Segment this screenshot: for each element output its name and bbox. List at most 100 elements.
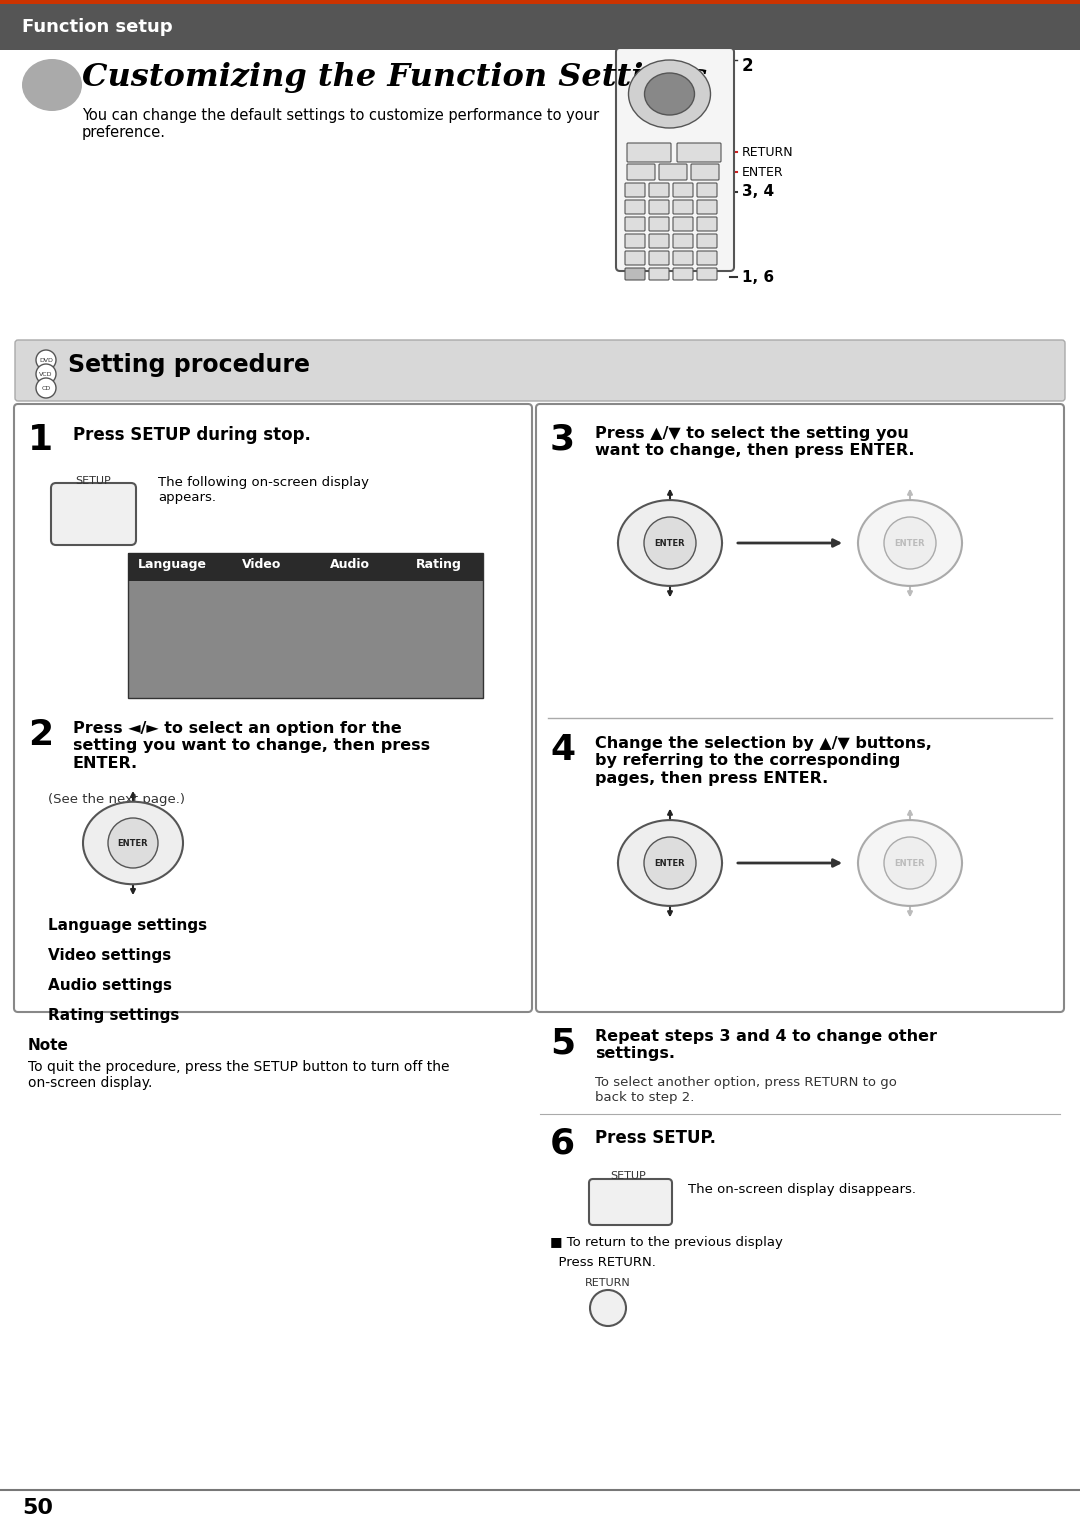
FancyBboxPatch shape: [589, 1180, 672, 1225]
FancyBboxPatch shape: [697, 200, 717, 213]
Text: Function setup: Function setup: [22, 18, 173, 37]
Text: 4: 4: [550, 733, 576, 767]
Circle shape: [644, 517, 696, 568]
Text: Rating: Rating: [416, 558, 461, 572]
Circle shape: [36, 378, 56, 398]
FancyBboxPatch shape: [673, 251, 693, 265]
Circle shape: [885, 517, 936, 568]
Text: Change the selection by ▲/▼ buttons,
by referring to the corresponding
pages, th: Change the selection by ▲/▼ buttons, by …: [595, 736, 932, 786]
Text: 50: 50: [22, 1498, 53, 1518]
Ellipse shape: [22, 59, 82, 111]
Ellipse shape: [618, 500, 723, 585]
FancyBboxPatch shape: [616, 47, 734, 271]
Text: (See the next page.): (See the next page.): [48, 792, 185, 806]
FancyBboxPatch shape: [536, 404, 1064, 1012]
Text: DVD: DVD: [39, 358, 53, 363]
Text: Press RETURN.: Press RETURN.: [550, 1256, 656, 1269]
FancyBboxPatch shape: [625, 251, 645, 265]
FancyBboxPatch shape: [649, 200, 669, 213]
Text: Video: Video: [242, 558, 281, 572]
Text: 3, 4: 3, 4: [742, 184, 774, 200]
Text: Rating settings: Rating settings: [48, 1007, 179, 1023]
Text: 3: 3: [550, 424, 576, 457]
Text: Audio: Audio: [329, 558, 369, 572]
Text: 2: 2: [28, 718, 53, 751]
Text: SETUP: SETUP: [76, 475, 111, 486]
Text: To select another option, press RETURN to go
back to step 2.: To select another option, press RETURN t…: [595, 1076, 896, 1103]
Bar: [129, 553, 483, 698]
Text: 1, 6: 1, 6: [742, 270, 774, 285]
Text: 5: 5: [550, 1026, 576, 1061]
Circle shape: [644, 837, 696, 888]
FancyBboxPatch shape: [673, 216, 693, 232]
Text: ENTER: ENTER: [654, 858, 686, 867]
Text: 2: 2: [742, 56, 754, 75]
Text: ■ To return to the previous display: ■ To return to the previous display: [550, 1236, 783, 1250]
FancyBboxPatch shape: [625, 235, 645, 248]
FancyBboxPatch shape: [697, 235, 717, 248]
FancyBboxPatch shape: [649, 235, 669, 248]
Text: ENTER: ENTER: [894, 858, 926, 867]
Bar: [0, 0, 1080, 5]
Text: CD: CD: [41, 386, 51, 390]
FancyBboxPatch shape: [625, 268, 645, 280]
Ellipse shape: [858, 820, 962, 905]
Ellipse shape: [858, 500, 962, 585]
Text: Note: Note: [28, 1038, 69, 1053]
FancyBboxPatch shape: [697, 216, 717, 232]
FancyBboxPatch shape: [625, 216, 645, 232]
Text: Language settings: Language settings: [48, 917, 207, 933]
Text: You can change the default settings to customize performance to your
preference.: You can change the default settings to c…: [82, 108, 599, 140]
FancyBboxPatch shape: [14, 404, 532, 1012]
Text: 1: 1: [28, 424, 53, 457]
Text: ENTER: ENTER: [654, 538, 686, 547]
Text: ENTER: ENTER: [118, 838, 148, 847]
FancyBboxPatch shape: [627, 165, 654, 180]
FancyBboxPatch shape: [673, 268, 693, 280]
Text: Video settings: Video settings: [48, 948, 172, 963]
FancyBboxPatch shape: [673, 183, 693, 197]
FancyBboxPatch shape: [697, 251, 717, 265]
Text: The following on-screen display
appears.: The following on-screen display appears.: [158, 475, 369, 504]
Ellipse shape: [645, 73, 694, 114]
FancyBboxPatch shape: [625, 200, 645, 213]
Text: ENTER: ENTER: [742, 166, 784, 178]
Circle shape: [885, 837, 936, 888]
Circle shape: [108, 818, 158, 869]
Text: The on-screen display disappears.: The on-screen display disappears.: [688, 1183, 916, 1196]
Ellipse shape: [629, 59, 711, 128]
Text: 6: 6: [550, 1126, 576, 1160]
Text: Repeat steps 3 and 4 to change other
settings.: Repeat steps 3 and 4 to change other set…: [595, 1029, 937, 1061]
FancyBboxPatch shape: [649, 251, 669, 265]
FancyBboxPatch shape: [691, 165, 719, 180]
FancyBboxPatch shape: [673, 235, 693, 248]
Text: Audio settings: Audio settings: [48, 978, 172, 994]
FancyBboxPatch shape: [627, 143, 671, 162]
Ellipse shape: [618, 820, 723, 905]
FancyBboxPatch shape: [15, 340, 1065, 401]
Text: RETURN: RETURN: [585, 1279, 631, 1288]
Text: SETUP: SETUP: [610, 1170, 646, 1181]
Text: Customizing the Function Settings: Customizing the Function Settings: [82, 62, 707, 93]
Text: Press ▲/▼ to select the setting you
want to change, then press ENTER.: Press ▲/▼ to select the setting you want…: [595, 427, 915, 459]
FancyBboxPatch shape: [677, 143, 721, 162]
FancyBboxPatch shape: [51, 483, 136, 546]
FancyBboxPatch shape: [659, 165, 687, 180]
Text: VCD: VCD: [39, 372, 53, 376]
FancyBboxPatch shape: [649, 216, 669, 232]
Text: Setting procedure: Setting procedure: [68, 354, 310, 376]
Text: To quit the procedure, press the SETUP button to turn off the
on-screen display.: To quit the procedure, press the SETUP b…: [28, 1061, 449, 1090]
FancyBboxPatch shape: [697, 183, 717, 197]
FancyBboxPatch shape: [697, 268, 717, 280]
FancyBboxPatch shape: [625, 183, 645, 197]
Circle shape: [590, 1289, 626, 1326]
Text: Language: Language: [138, 558, 207, 572]
Circle shape: [36, 351, 56, 370]
Bar: [0, 5, 1080, 50]
Text: ENTER: ENTER: [894, 538, 926, 547]
FancyBboxPatch shape: [673, 200, 693, 213]
Text: Press SETUP.: Press SETUP.: [595, 1129, 716, 1148]
Text: RETURN: RETURN: [742, 145, 794, 158]
Bar: [129, 553, 483, 581]
Circle shape: [36, 364, 56, 384]
